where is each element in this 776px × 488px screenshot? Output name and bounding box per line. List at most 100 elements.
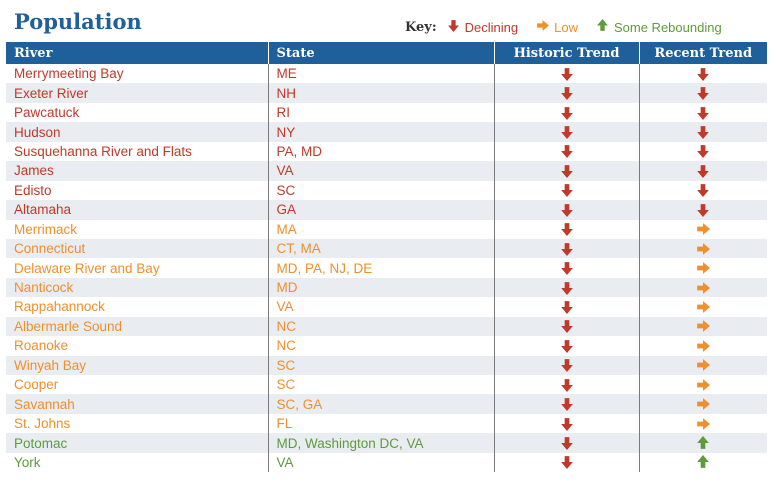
- table-row: Merrimack MA: [6, 219, 767, 239]
- down-arrow-icon: [503, 281, 631, 295]
- right-arrow-icon: [648, 261, 760, 275]
- river-name: Exeter River: [6, 83, 269, 103]
- recent-trend-cell: [639, 200, 767, 220]
- recent-trend-cell: [639, 161, 767, 181]
- legend-label-low: Low: [554, 19, 578, 35]
- down-arrow-icon: [503, 261, 631, 276]
- river-name: Merrimack: [6, 219, 269, 239]
- right-arrow-icon: [648, 319, 760, 333]
- recent-trend-cell: [639, 181, 767, 200]
- state-name: MD, PA, NJ, DE: [268, 258, 495, 278]
- up-arrow-icon: [648, 455, 760, 469]
- legend: Key: Declining Low Some Rebounding: [405, 17, 770, 37]
- river-name: Delaware River and Bay: [6, 258, 269, 278]
- legend-label-rebounding: Some Rebounding: [613, 19, 722, 35]
- right-arrow-icon: [648, 242, 760, 256]
- table-row: Roanoke NC: [6, 336, 767, 356]
- historic-trend-cell: [494, 180, 640, 201]
- table-row: Connecticut CT, MA: [6, 238, 767, 259]
- state-name: FL: [268, 413, 495, 434]
- recent-trend-cell: [639, 355, 767, 375]
- table-row: Albermarle Sound NC: [6, 316, 767, 337]
- state-name: SC: [268, 180, 495, 201]
- historic-trend-cell: [494, 141, 640, 162]
- down-arrow-icon: [648, 144, 760, 159]
- river-name: Roanoke: [6, 336, 269, 356]
- down-arrow-icon: [648, 67, 760, 81]
- right-arrow-icon: [536, 19, 554, 35]
- recent-trend-cell: [639, 122, 767, 142]
- down-arrow-icon: [503, 358, 631, 373]
- state-name: SC, GA: [268, 394, 495, 414]
- down-arrow-icon: [503, 436, 631, 451]
- river-name: Albermarle Sound: [6, 316, 269, 337]
- river-name: Cooper: [6, 375, 269, 395]
- state-name: MD: [268, 277, 495, 298]
- header-historic-trend: Historic Trend: [494, 42, 640, 64]
- historic-trend-cell: [494, 394, 640, 414]
- table-row: Edisto SC: [6, 180, 767, 201]
- recent-trend-cell: [639, 83, 767, 103]
- historic-trend-cell: [494, 64, 640, 84]
- down-arrow-icon: [503, 300, 631, 314]
- right-arrow-icon: [648, 417, 760, 431]
- table-row: Pawcatuck RI: [6, 102, 767, 123]
- river-name: Winyah Bay: [6, 355, 269, 375]
- recent-trend-cell: [639, 433, 767, 453]
- right-arrow-icon: [648, 378, 760, 392]
- state-name: VA: [268, 161, 495, 181]
- recent-trend-cell: [639, 238, 767, 259]
- state-name: MA: [268, 219, 495, 239]
- table-row: Cooper SC: [6, 375, 767, 395]
- historic-trend-cell: [494, 277, 640, 298]
- historic-trend-cell: [494, 413, 640, 434]
- historic-trend-cell: [494, 297, 640, 317]
- river-name: St. Johns: [6, 413, 269, 434]
- header-state: State: [268, 42, 495, 64]
- right-arrow-icon: [648, 397, 760, 411]
- river-name: Savannah: [6, 394, 269, 414]
- down-arrow-icon: [648, 106, 760, 120]
- right-arrow-icon: [648, 281, 760, 295]
- recent-trend-cell: [639, 414, 767, 433]
- table-row: St. Johns FL: [6, 413, 767, 434]
- page-title: Population: [14, 9, 142, 34]
- down-arrow-icon: [503, 339, 631, 353]
- river-name: Connecticut: [6, 238, 269, 259]
- state-name: ME: [268, 64, 495, 84]
- legend-item-declining: Declining: [447, 19, 518, 35]
- state-name: SC: [268, 355, 495, 375]
- state-name: NY: [268, 122, 495, 142]
- table-row: Altamaha GA: [6, 200, 767, 220]
- down-arrow-icon: [648, 164, 760, 178]
- down-arrow-icon: [503, 455, 631, 470]
- river-name: Nanticock: [6, 277, 269, 298]
- down-arrow-icon: [503, 203, 631, 217]
- state-name: VA: [268, 452, 495, 473]
- down-arrow-icon: [503, 242, 631, 256]
- recent-trend-cell: [639, 258, 767, 277]
- historic-trend-cell: [494, 83, 640, 103]
- river-name: Edisto: [6, 180, 269, 201]
- down-arrow-icon: [648, 203, 760, 217]
- table-body: Merrymeeting Bay ME Exeter River NH Pawcatuc…: [6, 64, 767, 473]
- right-arrow-icon: [648, 300, 760, 314]
- table-row: Susquehanna River and Flats PA, MD: [6, 141, 767, 162]
- recent-trend-cell: [639, 142, 767, 161]
- river-name: Altamaha: [6, 200, 269, 220]
- right-arrow-icon: [648, 358, 760, 372]
- down-arrow-icon: [503, 125, 631, 140]
- down-arrow-icon: [503, 164, 631, 178]
- table-header-row: River State Historic Trend Recent Trend: [6, 42, 767, 64]
- recent-trend-cell: [639, 220, 767, 239]
- legend-label-declining: Declining: [464, 19, 519, 35]
- down-arrow-icon: [648, 86, 760, 101]
- right-arrow-icon: [648, 339, 760, 353]
- table-row: Hudson NY: [6, 122, 767, 142]
- historic-trend-cell: [494, 122, 640, 142]
- population-table: River State Historic Trend Recent Trend …: [6, 42, 767, 473]
- down-arrow-icon: [447, 19, 465, 35]
- table-row: Nanticock MD: [6, 277, 767, 298]
- recent-trend-cell: [639, 453, 767, 472]
- table-row: Merrymeeting Bay ME: [6, 64, 767, 84]
